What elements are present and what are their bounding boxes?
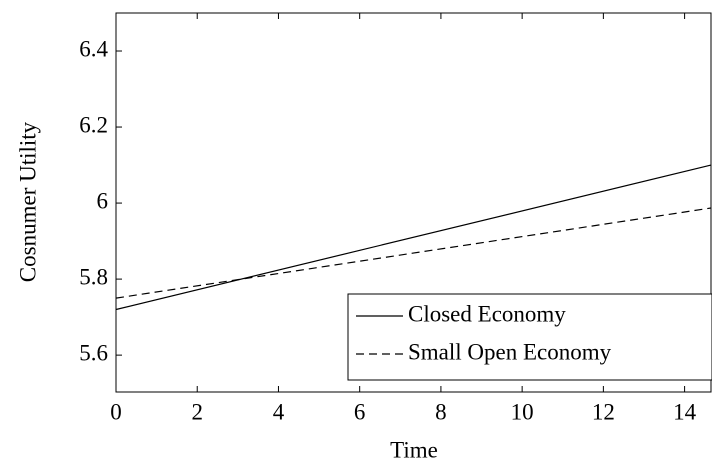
- y-tick-label: 6.2: [79, 112, 108, 137]
- x-tick-label: 0: [110, 399, 122, 424]
- legend-label: Closed Economy: [408, 301, 566, 326]
- x-tick-label: 4: [273, 399, 285, 424]
- y-tick-label: 6: [97, 188, 109, 213]
- y-tick-label: 5.6: [79, 340, 108, 365]
- y-tick-label: 5.8: [79, 264, 108, 289]
- line-series: [115, 164, 712, 311]
- y-axis-label: Cosnumer Utility: [15, 121, 40, 282]
- line-series: [115, 207, 712, 299]
- x-tick-label: 14: [673, 399, 697, 424]
- x-tick-label: 12: [592, 399, 615, 424]
- x-tick-label: 8: [435, 399, 447, 424]
- x-tick-label: 6: [354, 399, 366, 424]
- y-tick-label: 6.4: [79, 36, 108, 61]
- x-tick-label: 2: [191, 399, 203, 424]
- plot-frame: [115, 12, 712, 393]
- legend-box: [347, 293, 712, 381]
- x-tick-label: 10: [511, 399, 534, 424]
- legend-label: Small Open Economy: [408, 339, 612, 364]
- x-axis-label: Time: [390, 437, 438, 462]
